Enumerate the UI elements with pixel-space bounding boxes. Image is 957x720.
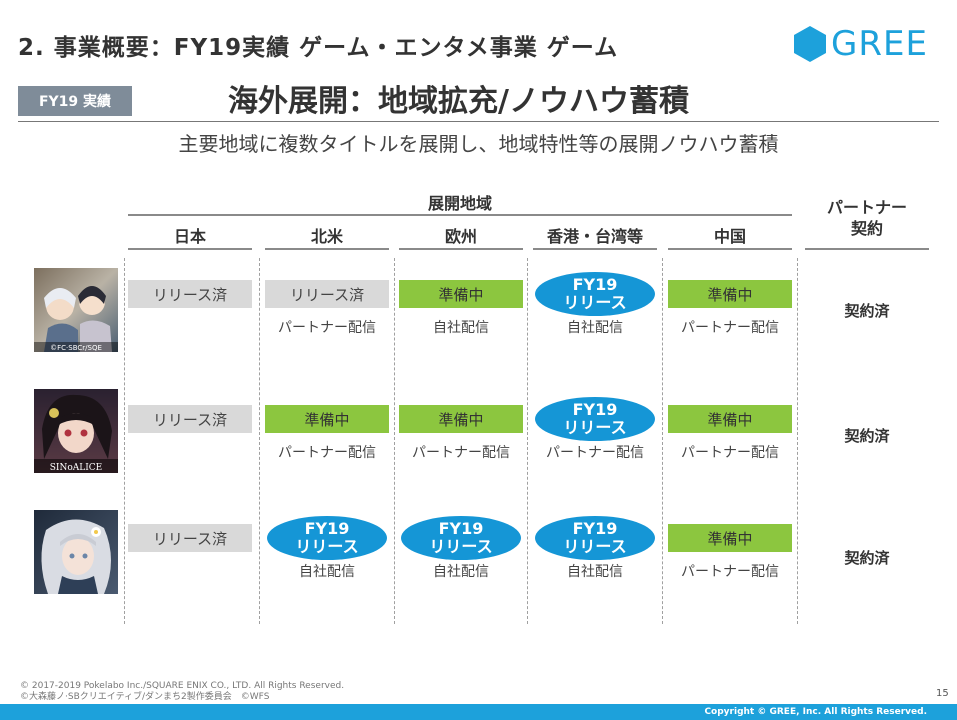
partner-contract-header: パートナー 契約 <box>805 197 929 239</box>
pill-line-1: FY19 <box>304 519 350 538</box>
column-rule <box>805 248 929 250</box>
game-icon-caption: ©FC·SBCr/SQE <box>50 344 102 352</box>
table-cell: 準備中 パートナー配信 <box>399 405 523 462</box>
table-cell: リリース済 <box>128 405 252 433</box>
status-preparing: 準備中 <box>668 524 792 552</box>
contract-status: 契約済 <box>844 302 890 320</box>
column-rule <box>399 248 523 250</box>
table-cell: FY19 リリース 自社配信 <box>267 516 387 581</box>
pill-line-1: FY19 <box>572 400 618 419</box>
table-cell: リリース済 パートナー配信 <box>265 280 389 337</box>
distribution-label: 自社配信 <box>433 564 489 580</box>
status-released: リリース済 <box>128 280 252 308</box>
table-cell: 準備中 パートナー配信 <box>668 280 792 337</box>
distribution-label: パートナー配信 <box>681 445 779 461</box>
status-fy19-release-badge: FY19 リリース <box>267 516 387 560</box>
table-cell: リリース済 <box>128 524 252 552</box>
partner-header-line2: 契約 <box>850 219 883 238</box>
table-cell: FY19 リリース パートナー配信 <box>535 397 655 462</box>
status-released: リリース済 <box>265 280 389 308</box>
table-cell: 準備中 パートナー配信 <box>668 524 792 581</box>
game-icon-danmachi: ©FC·SBCr/SQE <box>34 268 118 352</box>
hexagon-logo-icon <box>794 26 826 62</box>
pill-line-2: リリース <box>563 418 627 437</box>
copyright-text: Copyright © GREE, Inc. All Rights Reserv… <box>704 707 927 717</box>
section-subtitle: 海外展開：地域拡充/ノウハウ蓄積 <box>228 84 689 119</box>
table-cell: 準備中 パートナー配信 <box>668 405 792 462</box>
status-preparing: 準備中 <box>668 405 792 433</box>
column-separator <box>662 258 663 624</box>
contract-status: 契約済 <box>844 549 890 567</box>
column-rule <box>128 248 252 250</box>
table-cell: 準備中 パートナー配信 <box>265 405 389 462</box>
column-header-china: 中国 <box>713 227 746 246</box>
gree-logo: GREE <box>793 24 928 64</box>
column-separator <box>797 258 798 624</box>
game-icon-caption: SINoALICE <box>50 463 103 473</box>
status-released: リリース済 <box>128 405 252 433</box>
column-separator <box>259 258 260 624</box>
pill-line-1: FY19 <box>572 275 618 294</box>
status-preparing: 準備中 <box>668 280 792 308</box>
column-header-north-america: 北米 <box>310 227 343 246</box>
pill-line-1: FY19 <box>438 519 484 538</box>
title-divider <box>18 121 939 122</box>
pill-line-1: FY19 <box>572 519 618 538</box>
status-preparing: 準備中 <box>265 405 389 433</box>
distribution-label: パートナー配信 <box>546 445 644 461</box>
pill-line-2: リリース <box>563 293 627 312</box>
game-icon-wfs <box>34 510 118 594</box>
partner-header-line1: パートナー <box>826 198 907 217</box>
column-header-japan: 日本 <box>173 227 206 246</box>
column-rule <box>533 248 657 250</box>
lead-text: 主要地域に複数タイトルを展開し、地域特性等の展開ノウハウ蓄積 <box>178 132 779 156</box>
status-fy19-release-badge: FY19 リリース <box>401 516 521 560</box>
distribution-label: 自社配信 <box>567 564 623 580</box>
pill-line-2: リリース <box>295 537 359 556</box>
column-separator <box>527 258 528 624</box>
image-credits: © 2017-2019 Pokelabo Inc./SQUARE ENIX CO… <box>20 681 344 703</box>
distribution-label: パートナー配信 <box>412 445 510 461</box>
column-rule <box>668 248 792 250</box>
distribution-label: 自社配信 <box>433 320 489 336</box>
table-cell: FY19 リリース 自社配信 <box>535 272 655 337</box>
column-rule <box>265 248 389 250</box>
distribution-label: 自社配信 <box>299 564 355 580</box>
distribution-label: パートナー配信 <box>681 320 779 336</box>
contract-status: 契約済 <box>844 427 890 445</box>
table-cell: FY19 リリース 自社配信 <box>535 516 655 581</box>
column-header-hk-taiwan: 香港・台湾等 <box>546 227 643 246</box>
slide-title: 2. 事業概要：FY19実績 ゲーム・エンタメ事業 ゲーム <box>18 35 619 61</box>
status-fy19-release-badge: FY19 リリース <box>535 397 655 441</box>
logo-text: GREE <box>831 24 928 64</box>
footer-bar <box>0 704 957 720</box>
table-cell: リリース済 <box>128 280 252 308</box>
distribution-label: パートナー配信 <box>681 564 779 580</box>
region-group-header: 展開地域 <box>427 194 492 213</box>
column-separator <box>124 258 125 624</box>
game-icon-sinoalice: SINoALICE <box>34 389 118 473</box>
credit-line: ©大森藤ノ·SBクリエイティブ/ダンまち2製作委員会 ©WFS <box>20 692 270 702</box>
status-preparing: 準備中 <box>399 280 523 308</box>
status-preparing: 準備中 <box>399 405 523 433</box>
distribution-label: パートナー配信 <box>278 445 376 461</box>
pill-line-2: リリース <box>563 537 627 556</box>
pill-line-2: リリース <box>429 537 493 556</box>
column-header-europe: 欧州 <box>444 227 477 246</box>
distribution-label: 自社配信 <box>567 320 623 336</box>
column-separator <box>394 258 395 624</box>
region-group-rule <box>128 214 792 216</box>
status-released: リリース済 <box>128 524 252 552</box>
credit-line: © 2017-2019 Pokelabo Inc./SQUARE ENIX CO… <box>20 681 345 691</box>
fy-badge: FY19 実績 <box>18 86 132 116</box>
status-fy19-release-badge: FY19 リリース <box>535 516 655 560</box>
table-cell: FY19 リリース 自社配信 <box>401 516 521 581</box>
page-number: 15 <box>936 688 949 699</box>
table-cell: 準備中 自社配信 <box>399 280 523 337</box>
distribution-label: パートナー配信 <box>278 320 376 336</box>
status-fy19-release-badge: FY19 リリース <box>535 272 655 316</box>
